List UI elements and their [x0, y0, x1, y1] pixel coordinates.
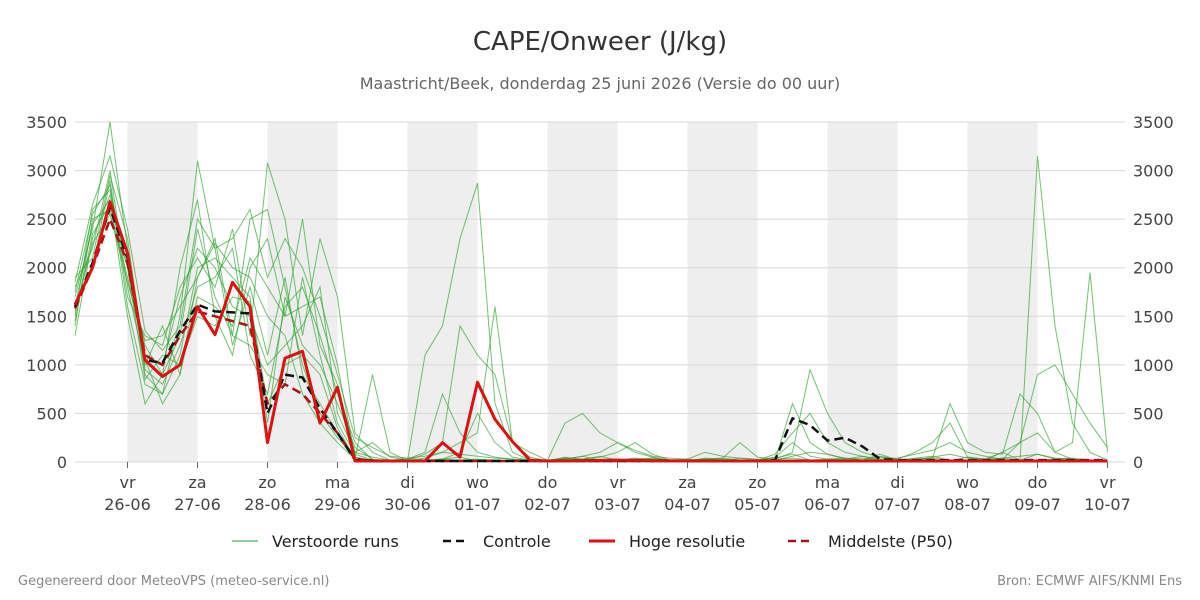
series-line-hoge-resolutie: [73, 200, 1108, 463]
legend: Verstoorde runs Controle Hoge resolutie Mid…: [232, 532, 953, 551]
ensemble-member-line: [74, 183, 1108, 462]
x-tick-date: 26-06: [104, 495, 151, 514]
weekend-shading: [127, 122, 1038, 462]
y-tick-label-left: 3500: [26, 113, 67, 132]
y-tick-label-left: 2500: [26, 210, 67, 229]
x-tick-date: 06-07: [804, 495, 851, 514]
y-tick-label-left: 2000: [26, 259, 67, 278]
x-tick-weekday: do: [538, 473, 558, 492]
x-tick-date: 03-07: [594, 495, 641, 514]
x-tick-weekday: vr: [609, 473, 625, 492]
x-tick-date: 02-07: [524, 495, 571, 514]
x-tick-weekday: vr: [1099, 473, 1115, 492]
x-tick-date: 28-06: [244, 495, 291, 514]
y-tick-label-right: 500: [1133, 404, 1164, 423]
x-tick-date: 08-07: [944, 495, 991, 514]
footer-right: Bron: ECMWF AIFS/KNMI Ens: [997, 574, 1182, 589]
x-tick-date: 07-07: [874, 495, 921, 514]
weekend-band: [407, 122, 478, 462]
weekend-band: [967, 122, 1038, 462]
x-tick-weekday: wo: [466, 473, 489, 492]
y-tick-label-left: 500: [36, 404, 67, 423]
x-tick-date: 10-07: [1084, 495, 1131, 514]
x-tick-date: 09-07: [1014, 495, 1061, 514]
weekend-band: [687, 122, 758, 462]
y-tick-label-right: 3500: [1133, 113, 1174, 132]
y-tick-label-left: 3000: [26, 162, 67, 181]
y-tick-label-right: 0: [1133, 453, 1143, 472]
x-tick-date: 05-07: [734, 495, 781, 514]
x-tick-weekday: zo: [748, 473, 766, 492]
x-tick-date: 01-07: [454, 495, 501, 514]
x-tick-weekday: za: [678, 473, 696, 492]
x-tick-weekday: ma: [325, 473, 350, 492]
legend-label: Controle: [483, 532, 551, 551]
x-tick-weekday: di: [890, 473, 905, 492]
y-tick-label-right: 2000: [1133, 259, 1174, 278]
legend-label: Hoge resolutie: [629, 532, 745, 551]
y-tick-label-right: 1500: [1133, 307, 1174, 326]
chart-title: CAPE/Onweer (J/kg): [473, 27, 727, 57]
y-tick-label-right: 3000: [1133, 162, 1174, 181]
weekend-band: [547, 122, 618, 462]
x-tick-weekday: di: [400, 473, 415, 492]
footer-left: Gegenereerd door MeteoVPS (meteo-service…: [18, 574, 329, 589]
x-tick-date: 29-06: [314, 495, 361, 514]
y-tick-label-left: 0: [57, 453, 67, 472]
main-lines: [73, 200, 1108, 463]
axis-labels: 0 0 500 500 1000 1000 1500 1500 2000 2000 2500 2500…: [26, 113, 1173, 514]
legend-label: Middelste (P50): [828, 532, 953, 551]
x-tick-weekday: ma: [815, 473, 840, 492]
x-tick-weekday: zo: [258, 473, 276, 492]
x-tick-weekday: do: [1028, 473, 1048, 492]
x-tick-date: 30-06: [384, 495, 431, 514]
x-tick-date: 27-06: [174, 495, 221, 514]
x-tick-date: 04-07: [664, 495, 711, 514]
y-tick-label-left: 1000: [26, 356, 67, 375]
x-tick-weekday: vr: [119, 473, 135, 492]
y-tick-label-left: 1500: [26, 307, 67, 326]
x-tick-weekday: wo: [956, 473, 979, 492]
ensemble-member-line: [74, 188, 1108, 462]
legend-label: Verstoorde runs: [272, 532, 399, 551]
chart-subtitle: Maastricht/Beek, donderdag 25 juni 2026 …: [360, 74, 841, 93]
y-tick-label-right: 1000: [1133, 356, 1174, 375]
ensemble-member-line: [74, 198, 1108, 462]
y-tick-label-right: 2500: [1133, 210, 1174, 229]
x-tick-weekday: za: [188, 473, 206, 492]
weekend-band: [827, 122, 898, 462]
